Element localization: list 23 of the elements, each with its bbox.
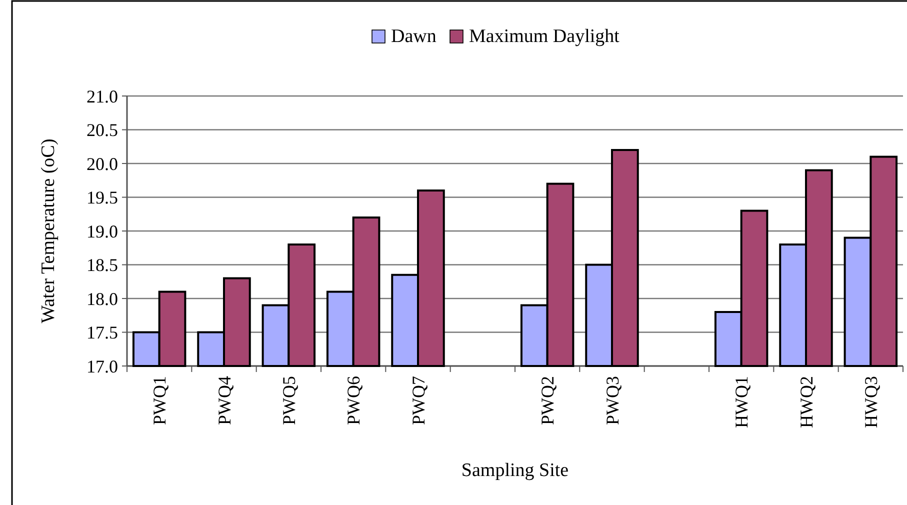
legend-label: Dawn [391, 26, 437, 47]
x-tick-label: HWQ2 [796, 376, 816, 428]
x-tick-label: PWQ1 [150, 376, 170, 425]
y-tick-label: 20.0 [86, 154, 118, 174]
y-tick-label: 19.0 [86, 221, 118, 242]
y-tick-label: 17.5 [86, 322, 118, 343]
y-tick-label: 18.5 [86, 255, 118, 276]
x-tick-label: PWQ7 [408, 376, 428, 425]
x-tick-label: PWQ3 [602, 376, 622, 425]
legend-label: Maximum Daylight [469, 26, 620, 47]
y-axis-title: Water Temperature (oC) [38, 138, 59, 324]
y-tick-label: 20.5 [86, 120, 118, 140]
x-tick-label: HWQ3 [860, 376, 881, 428]
x-tick-label: HWQ1 [732, 376, 752, 428]
x-tick-label: PWQ4 [214, 376, 234, 425]
x-tick-label: PWQ5 [278, 376, 299, 425]
y-tick-label: 18.0 [86, 288, 118, 309]
x-axis-title: Sampling Site [461, 460, 569, 481]
x-tick-label: PWQ2 [538, 376, 558, 425]
y-tick-label: 19.5 [86, 188, 118, 208]
x-tick-label: PWQ6 [344, 376, 364, 425]
y-tick-label: 17.0 [86, 356, 118, 376]
y-tick-label: 21.0 [86, 86, 118, 106]
